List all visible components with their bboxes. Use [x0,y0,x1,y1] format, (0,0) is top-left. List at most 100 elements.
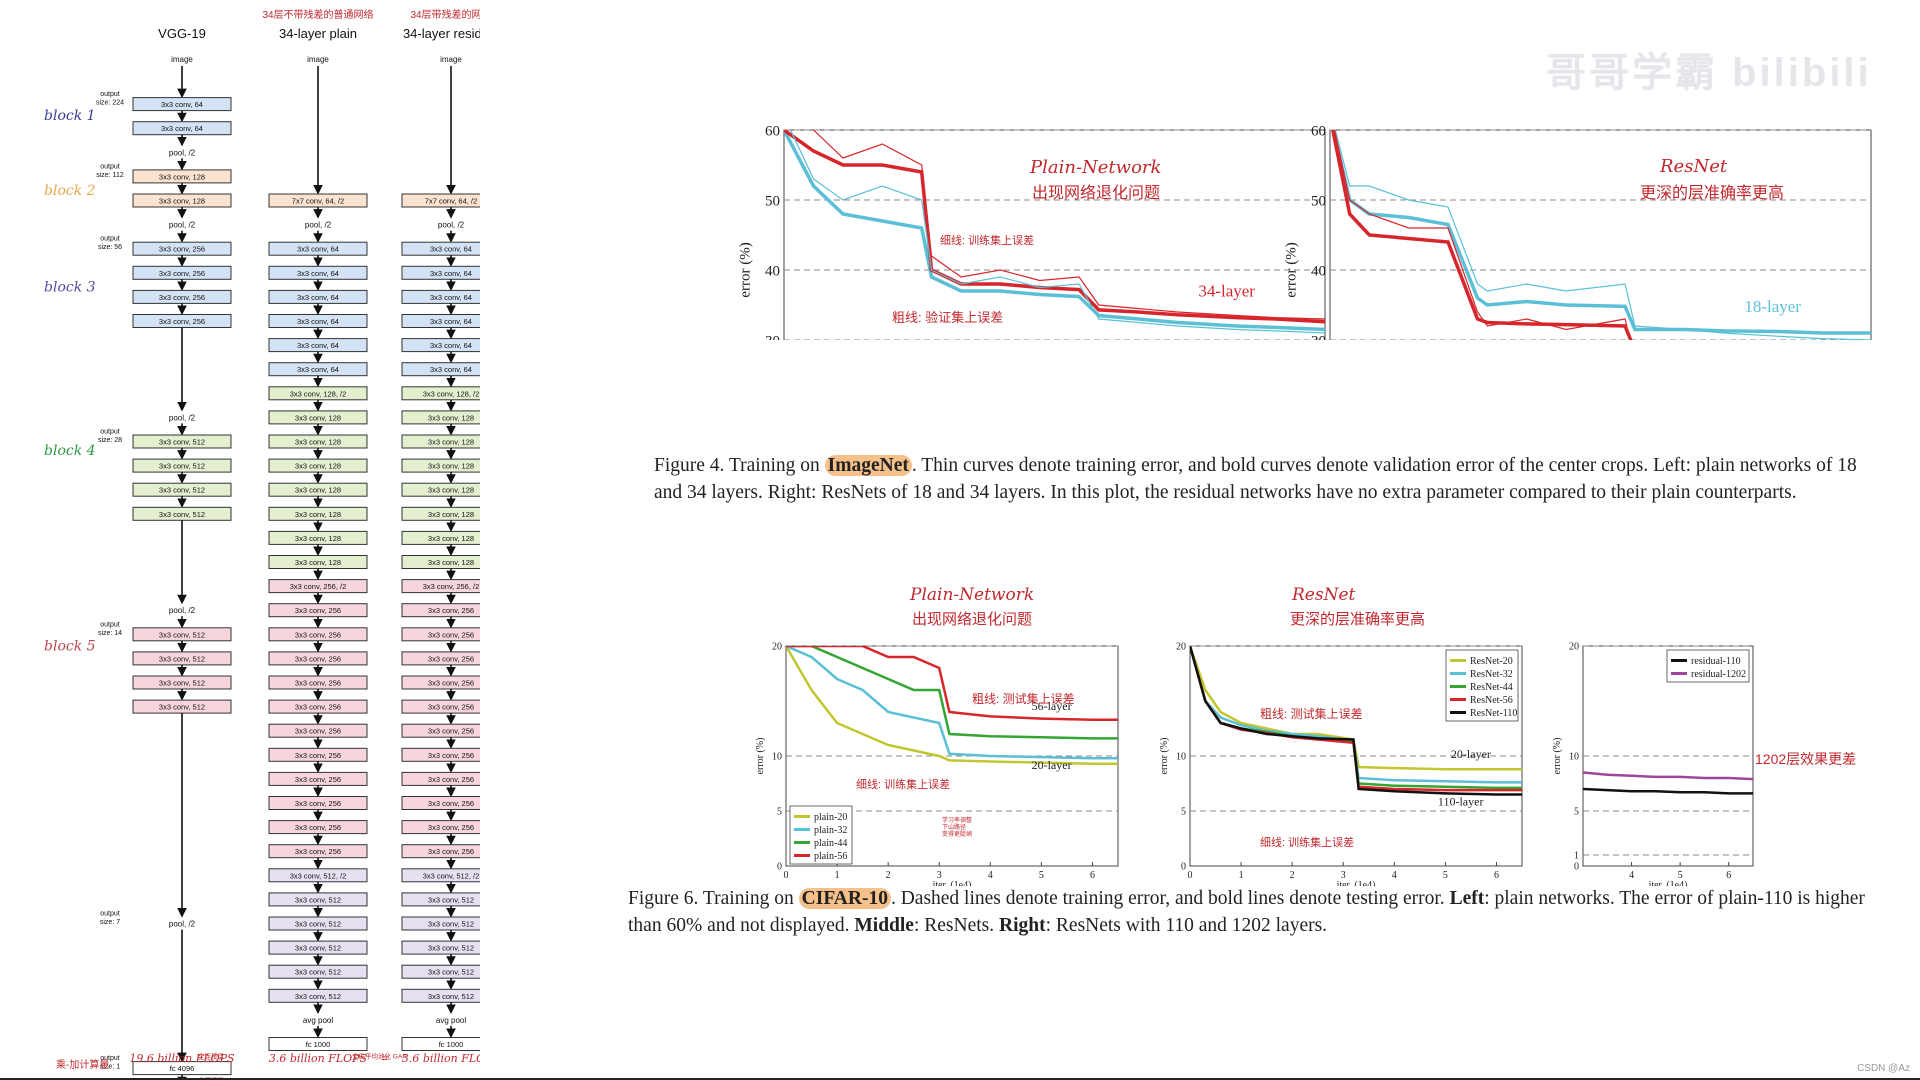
output-size-label-line: size: 56 [98,244,122,251]
residual-layer-label: 3x3 conv, 512, /2 [423,871,480,880]
plain-layer-label: 3x3 conv, 128 [295,558,341,567]
y-axis-label: error (%) [1159,738,1170,775]
series-line-ResNet-18 [1331,130,1871,335]
plain-layer-label: 3x3 conv, 64 [297,365,339,374]
x-tick-label: 2 [886,870,891,881]
plain-layer-label: 3x3 conv, 256 [295,847,341,856]
y-tick-label: 10 [772,752,782,763]
fig6-left-train-note: 细线: 训练集上误差 [856,777,950,791]
legend-label: ResNet-56 [1470,695,1513,706]
series-line-residual-110 [1583,787,1753,795]
residual-layer-label: 3x3 conv, 256 [428,630,474,639]
legend-label: ResNet-110 [1470,708,1517,719]
bilibili-watermark: 哥哥学霸 bilibili [1546,51,1872,95]
plain-image-label: image [307,55,329,64]
y-tick-label: 5 [777,807,782,818]
curve-label: 18-layer [1744,297,1801,316]
plain-layer-label: 3x3 conv, 512 [295,992,341,1001]
y-tick-label: 20 [772,642,782,653]
block-handnote: block 1 [44,108,96,124]
plain-layer-label: 3x3 conv, 256 [295,703,341,712]
plain-layer-label: 3x3 conv, 512 [295,944,341,953]
imagenet-highlight: ImageNet [824,455,912,476]
vgg-layer-label: 3x3 conv, 256 [159,293,205,302]
legend-label: plain-44 [814,838,847,849]
vgg-layer-label: 3x3 conv, 128 [159,172,205,181]
x-tick-label: 3 [1341,870,1346,881]
flops-label: 乘-加计算量 [56,1058,109,1071]
plain-layer-label: 3x3 conv, 64 [297,293,339,302]
x-tick-label: 3 [937,870,942,881]
plain-layer-label: 3x3 conv, 256 [295,727,341,736]
figure-4-caption-prefix: Figure 4. Training on [654,455,825,476]
vgg-layer-label: pool, /2 [169,920,196,929]
residual-layer-label: 3x3 conv, 256 [428,727,474,736]
plain-layer-label: 3x3 conv, 512 [295,895,341,904]
figure-6-right-label: Right [999,915,1046,936]
handwritten-note: 全局平均池化 GAP [352,1051,407,1060]
plain-layer-label: 3x3 conv, 256 [295,751,341,760]
residual-layer-label: 3x3 conv, 512 [428,992,474,1001]
plain-layer-label: 3x3 conv, 256, /2 [290,582,347,591]
figure-6-caption-part1: . Dashed lines denote training error, an… [890,888,1450,909]
plain-layer-label: 3x3 conv, 128 [295,486,341,495]
residual-layer-label: 3x3 conv, 256 [428,606,474,615]
series-line-plain-56 [786,646,1118,721]
handwritten-note-line: 全局平均池化 GAP [352,1051,407,1060]
vgg-layer-label: 3x3 conv, 512 [159,510,205,519]
residual-layer-label: 3x3 conv, 256 [428,679,474,688]
series-line-ResNet-32 [1190,646,1522,784]
plain-layer-label: fc 1000 [306,1040,331,1049]
residual-layer-box [401,1037,480,1051]
block-handnote: block 5 [44,638,96,654]
residual-layer-label: 3x3 conv, 256 [428,654,474,663]
fig4-left-bold-note: 粗线: 验证集上误差 [892,310,1003,325]
x-tick-label: 6 [1090,870,1095,881]
y-tick-label: 50 [1311,193,1326,209]
vgg-layer-label: pool, /2 [169,606,196,615]
series-line-plain-20 [786,646,1118,765]
legend-label: plain-56 [814,851,847,862]
y-tick-label: 0 [1574,862,1579,873]
output-size-label-line: output [100,163,120,170]
vgg-layer-label: pool, /2 [169,148,196,157]
fig6-mid-train-note: 细线: 训练集上误差 [1260,835,1354,849]
plain-layer-label: 3x3 conv, 128 [295,413,341,422]
curve-label: 110-layer [1438,795,1484,809]
y-tick-label: 50 [765,193,780,209]
residual-layer-label: 3x3 conv, 256 [428,751,474,760]
y-tick-label: 60 [1311,123,1326,139]
residual-title: 34-layer residual [403,26,480,41]
y-tick-label: 30 [1311,333,1326,340]
plain-layer-label: 3x3 conv, 512 [295,968,341,977]
fig6-mid-test-note: 粗线: 测试集上误差 [1260,706,1363,721]
fig4-left-note-sub: 出现网络退化问题 [1032,183,1160,202]
output-size-label-line: output [100,236,120,243]
fig4-right-note-sub: 更深的层准确率更高 [1640,184,1784,202]
plain-layer-label: 3x3 conv, 64 [297,269,339,278]
fig6-lr-note-line: 下山路径 [942,823,966,831]
plain-layer-label: 3x3 conv, 64 [297,341,339,350]
residual-layer-label: 3x3 conv, 128, /2 [423,389,480,398]
residual-layer-label: 3x3 conv, 128 [428,558,474,567]
plain-layer-label: 3x3 conv, 128 [295,438,341,447]
x-tick-label: 0 [1188,870,1193,881]
plain-layer-label: 7x7 conv, 64, /2 [292,197,344,206]
figure-6-middle-label: Middle [854,915,914,936]
plain-layer-label: 3x3 conv, 256 [295,630,341,639]
plain-layer-label: avg pool [303,1016,333,1025]
fig6-left-note-sub: 出现网络退化问题 [912,611,1032,628]
y-tick-label: 10 [1176,752,1186,763]
output-size-label-line: size: 7 [100,919,120,926]
output-size-label: output size: 112 [96,163,124,179]
output-size-label-line: size: 14 [98,630,122,637]
fig6-right-note: 1202层效果更差 [1755,751,1856,767]
output-size-label-line: output [100,429,120,436]
vgg-title: VGG-19 [158,26,206,41]
residual-layer-label: 3x3 conv, 128 [428,462,474,471]
vgg-layer-label: pool, /2 [169,221,196,230]
residual-layer-label: 7x7 conv, 64, /2 [425,197,477,206]
plain-layer-label: 3x3 conv, 128 [295,462,341,471]
series-line-ResNet-18 train [1334,130,1871,340]
